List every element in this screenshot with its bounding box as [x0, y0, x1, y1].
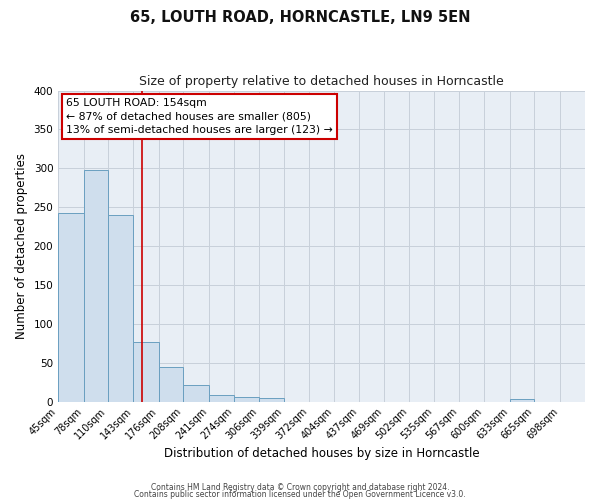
Text: Contains HM Land Registry data © Crown copyright and database right 2024.: Contains HM Land Registry data © Crown c… — [151, 484, 449, 492]
Text: 65, LOUTH ROAD, HORNCASTLE, LN9 5EN: 65, LOUTH ROAD, HORNCASTLE, LN9 5EN — [130, 10, 470, 25]
X-axis label: Distribution of detached houses by size in Horncastle: Distribution of detached houses by size … — [164, 447, 479, 460]
Bar — [83, 170, 108, 402]
Title: Size of property relative to detached houses in Horncastle: Size of property relative to detached ho… — [139, 75, 504, 88]
Bar — [234, 397, 259, 402]
Y-axis label: Number of detached properties: Number of detached properties — [15, 153, 28, 339]
Text: 65 LOUTH ROAD: 154sqm
← 87% of detached houses are smaller (805)
13% of semi-det: 65 LOUTH ROAD: 154sqm ← 87% of detached … — [66, 98, 333, 134]
Bar — [133, 342, 159, 402]
Bar — [259, 398, 284, 402]
Bar — [58, 214, 83, 402]
Text: Contains public sector information licensed under the Open Government Licence v3: Contains public sector information licen… — [134, 490, 466, 499]
Bar — [184, 386, 209, 402]
Bar — [510, 400, 535, 402]
Bar — [159, 368, 184, 402]
Bar — [108, 215, 133, 402]
Bar — [209, 394, 234, 402]
